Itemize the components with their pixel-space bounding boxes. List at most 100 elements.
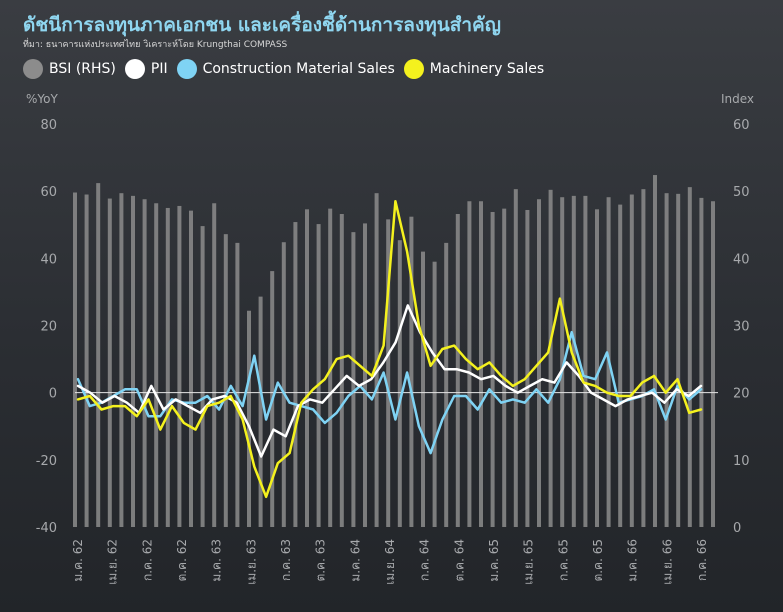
- x-tick-label: ก.ค. 62: [140, 539, 154, 581]
- bsi-bar: [687, 187, 692, 528]
- right-tick-label: 40: [733, 252, 750, 267]
- right-tick-label: 60: [733, 118, 750, 133]
- bsi-bar: [96, 183, 101, 527]
- bsi-bar: [676, 193, 681, 527]
- bsi-bar: [641, 189, 646, 527]
- bsi-bar: [409, 216, 414, 527]
- x-tick-label: ก.ค. 64: [418, 539, 432, 581]
- bsi-bar: [618, 204, 623, 527]
- bsi-bar: [444, 242, 449, 527]
- bsi-bar: [525, 209, 530, 527]
- bsi-bar: [107, 198, 112, 527]
- bsi-bar: [363, 223, 367, 527]
- bsi-bar: [397, 240, 402, 527]
- right-axis-unit: Index: [721, 92, 755, 106]
- bsi-bar: [386, 219, 391, 528]
- x-tick-label: ต.ค. 63: [314, 539, 328, 582]
- bsi-bar: [595, 209, 599, 527]
- bsi-bar: [583, 195, 588, 527]
- left-tick-label: -20: [36, 454, 57, 469]
- legend-label-machinery: Machinery Sales: [429, 61, 545, 77]
- bsi-bar: [629, 194, 634, 527]
- legend-item-machinery: Machinery Sales: [403, 59, 545, 79]
- bsi-bar: [247, 310, 251, 527]
- bsi-bar: [571, 195, 576, 527]
- bsi-bar: [490, 211, 495, 527]
- bsi-bar: [711, 201, 715, 527]
- x-tick-label: เม.ย. 66: [660, 539, 674, 585]
- x-tick-label: ม.ค. 64: [348, 539, 362, 582]
- x-tick-label: ม.ค. 63: [210, 539, 224, 582]
- bsi-bar: [200, 226, 205, 528]
- x-tick-label: ม.ค. 62: [71, 539, 85, 582]
- bsi-bar: [189, 210, 193, 527]
- legend: BSI (RHS) PII Construction Material Sale…: [23, 59, 553, 79]
- bsi-bar: [351, 232, 356, 527]
- legend-item-pii: PII: [124, 59, 168, 79]
- bsi-bar: [154, 203, 159, 528]
- x-tick-label: ก.ค. 63: [279, 539, 293, 581]
- x-tick-label: เม.ย. 65: [522, 539, 536, 585]
- chart-source: ที่มา: ธนาคารแห่งประเทศไทย วิเคราะห์โดย …: [23, 40, 288, 50]
- bsi-bar: [258, 296, 263, 527]
- bsi-bar: [513, 189, 518, 527]
- left-tick-label: -40: [36, 521, 57, 536]
- right-tick-label: 0: [733, 521, 741, 536]
- x-tick-label: เม.ย. 63: [244, 539, 258, 585]
- bsi-bar: [467, 201, 472, 527]
- bsi-bar: [281, 242, 286, 528]
- bsi-bar: [73, 192, 77, 527]
- legend-swatch-bsi: [23, 59, 43, 79]
- legend-swatch-pii: [124, 59, 145, 79]
- x-tick-label: ต.ค. 62: [175, 539, 189, 582]
- chart-title: ดัชนีการลงทุนภาคเอกชน และเครื่องชี้ด้านก…: [23, 14, 501, 36]
- bsi-bar: [432, 261, 437, 527]
- x-tick-label: ก.ค. 66: [695, 539, 709, 581]
- left-tick-label: 20: [40, 320, 57, 335]
- bsi-bar: [699, 197, 704, 527]
- bsi-bar: [653, 175, 657, 527]
- bsi-bar: [235, 242, 240, 527]
- left-axis-unit: %YoY: [26, 92, 58, 106]
- bsi-bar: [421, 251, 425, 527]
- bsi-bar: [664, 193, 669, 527]
- bsi-bar: [131, 195, 135, 527]
- right-tick-label: 30: [733, 320, 750, 335]
- x-tick-label: ต.ค. 64: [452, 539, 466, 582]
- bsi-bar: [212, 203, 217, 528]
- x-tick-label: ม.ค. 65: [487, 539, 501, 582]
- legend-swatch-machinery: [403, 59, 424, 79]
- series-line-pii: [76, 304, 703, 458]
- legend-item-bsi: BSI (RHS): [23, 59, 116, 79]
- x-tick-label: ต.ค. 65: [591, 539, 605, 582]
- legend-label-bsi: BSI (RHS): [49, 61, 116, 77]
- bsi-bar: [84, 194, 89, 527]
- bsi-bar: [142, 199, 147, 527]
- x-tick-label: เม.ย. 64: [383, 539, 397, 585]
- x-tick-label: ม.ค. 66: [626, 539, 640, 582]
- right-tick-label: 50: [733, 185, 750, 200]
- bsi-bar: [479, 201, 483, 527]
- left-tick-label: 60: [40, 185, 57, 200]
- x-tick-label: ก.ค. 65: [556, 539, 570, 581]
- series-line-machinery-sales: [76, 199, 703, 499]
- bsi-bar: [305, 209, 309, 527]
- left-tick-label: 40: [40, 252, 57, 267]
- bsi-bar: [560, 197, 565, 527]
- bsi-bar: [374, 193, 379, 527]
- bsi-bar: [119, 193, 124, 527]
- legend-label-pii: PII: [150, 61, 168, 77]
- legend-item-construction: Construction Material Sales: [176, 59, 395, 79]
- legend-swatch-construction: [176, 59, 197, 79]
- bsi-bar: [548, 189, 553, 527]
- bsi-bar: [293, 222, 298, 527]
- bsi-bar: [316, 224, 321, 527]
- left-tick-label: 80: [40, 118, 57, 133]
- right-tick-label: 10: [733, 454, 750, 469]
- right-tick-label: 20: [733, 387, 750, 402]
- x-tick-label: เม.ย. 62: [106, 539, 120, 585]
- legend-label-construction: Construction Material Sales: [202, 61, 395, 77]
- left-tick-label: 0: [49, 387, 57, 402]
- bsi-bar: [165, 207, 170, 528]
